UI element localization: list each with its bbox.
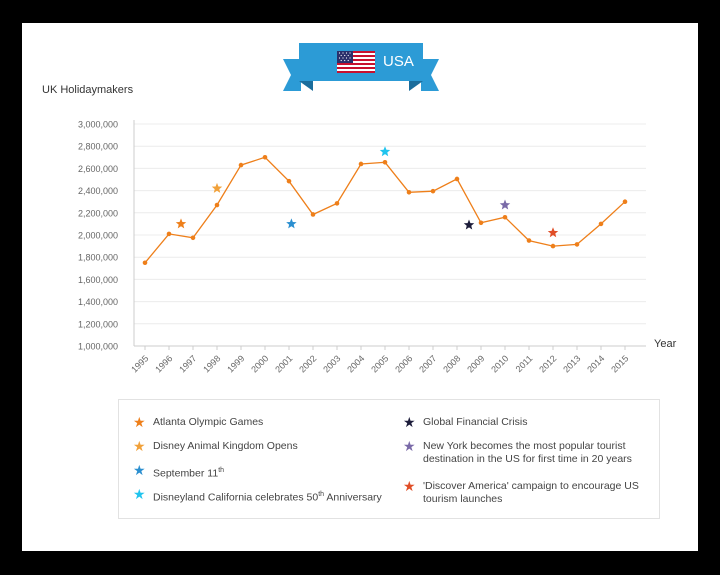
legend-star-icon: ★ bbox=[403, 414, 416, 430]
usa-flag-icon bbox=[337, 51, 375, 73]
x-tick-label: 2011 bbox=[514, 353, 535, 374]
x-axis-label: Year bbox=[654, 338, 677, 350]
legend-label: Global Financial Crisis bbox=[423, 416, 528, 428]
data-point bbox=[502, 214, 508, 220]
event-star-icon bbox=[211, 182, 223, 193]
data-point bbox=[334, 201, 340, 206]
data-point bbox=[550, 243, 556, 249]
legend-star-icon: ★ bbox=[133, 486, 146, 502]
legend-star-icon: ★ bbox=[133, 462, 146, 478]
x-tick-label: 2015 bbox=[609, 353, 630, 374]
x-tick-label: 1995 bbox=[129, 353, 150, 374]
legend-label: Disneyland California celebrates 50th An… bbox=[153, 491, 382, 504]
data-point bbox=[454, 176, 460, 182]
y-tick-label: 1,400,000 bbox=[78, 297, 118, 307]
event-star-icon bbox=[286, 218, 297, 229]
data-point bbox=[382, 159, 388, 165]
x-tick-label: 2013 bbox=[561, 353, 582, 374]
data-point bbox=[286, 178, 292, 184]
x-tick-label: 2007 bbox=[417, 353, 438, 374]
legend-label: Atlanta Olympic Games bbox=[153, 416, 264, 428]
banner-ribbon bbox=[283, 59, 439, 91]
event-star-icon bbox=[175, 218, 187, 229]
data-point bbox=[142, 260, 148, 266]
x-tick-label: 1996 bbox=[153, 353, 174, 374]
x-tick-label: 1999 bbox=[225, 353, 246, 374]
y-tick-label: 1,000,000 bbox=[78, 342, 118, 352]
x-tick-label: 2010 bbox=[489, 353, 510, 374]
banner-panel: USA bbox=[299, 43, 423, 81]
data-point bbox=[622, 199, 628, 204]
x-tick-label: 2005 bbox=[369, 353, 390, 374]
x-tick-label: 1998 bbox=[201, 353, 222, 374]
y-tick-label: 2,800,000 bbox=[78, 142, 118, 152]
y-tick-label: 3,000,000 bbox=[78, 120, 118, 130]
data-point bbox=[358, 161, 364, 167]
x-tick-label: 2008 bbox=[441, 353, 462, 374]
legend-label: September 11th bbox=[153, 467, 225, 480]
y-tick-label: 1,800,000 bbox=[78, 253, 118, 263]
legend-star-icon: ★ bbox=[133, 414, 146, 430]
legend-label: Disney Animal Kingdom Opens bbox=[153, 440, 298, 452]
event-star-icon bbox=[463, 219, 475, 230]
data-point bbox=[166, 231, 172, 237]
x-tick-label: 2012 bbox=[537, 353, 558, 374]
legend-label: 'Discover America' campaign to encourage… bbox=[423, 480, 639, 505]
x-tick-label: 1997 bbox=[177, 353, 198, 374]
x-tick-label: 2009 bbox=[465, 353, 486, 374]
x-tick-label: 2003 bbox=[321, 353, 342, 374]
data-point bbox=[190, 235, 196, 241]
y-tick-label: 1,200,000 bbox=[78, 319, 118, 329]
x-tick-label: 2004 bbox=[345, 353, 366, 374]
x-tick-label: 2006 bbox=[393, 353, 414, 374]
event-star-icon bbox=[547, 227, 559, 238]
x-tick-label: 2001 bbox=[273, 353, 294, 374]
y-tick-label: 2,600,000 bbox=[78, 164, 118, 174]
line-chart: 1,000,000 1,200,000 1,400,000 1,600,000 1,80… bbox=[78, 120, 646, 375]
legend-star-icon: ★ bbox=[403, 438, 416, 454]
legend-star-icon: ★ bbox=[403, 478, 416, 494]
data-point bbox=[430, 188, 436, 194]
y-tick-label: 2,400,000 bbox=[78, 186, 118, 196]
data-point bbox=[598, 221, 604, 227]
title-banner: USA bbox=[283, 43, 439, 93]
data-point bbox=[574, 242, 580, 247]
x-tick-label: 2000 bbox=[249, 353, 270, 374]
data-point bbox=[478, 220, 484, 226]
y-tick-label: 2,000,000 bbox=[78, 231, 118, 241]
legend: ★ Atlanta Olympic Games ★ Disney Animal Kin… bbox=[118, 399, 660, 519]
legend-star-icon: ★ bbox=[133, 438, 146, 454]
legend-label: New York becomes the most popular touris… bbox=[423, 440, 632, 465]
y-tick-label: 2,200,000 bbox=[78, 208, 118, 218]
data-point bbox=[310, 212, 316, 217]
y-axis-label: UK Holidaymakers bbox=[42, 84, 134, 96]
x-tick-label: 2014 bbox=[585, 353, 606, 374]
data-point bbox=[262, 155, 268, 160]
data-point bbox=[238, 162, 244, 168]
y-tick-label: 1,600,000 bbox=[78, 275, 118, 285]
banner-title: USA bbox=[383, 53, 414, 70]
data-point bbox=[406, 189, 412, 195]
event-star-icon bbox=[379, 146, 391, 157]
data-point bbox=[526, 238, 532, 243]
data-point bbox=[214, 202, 220, 208]
event-star-icon bbox=[499, 199, 511, 210]
x-tick-label: 2002 bbox=[297, 353, 318, 374]
